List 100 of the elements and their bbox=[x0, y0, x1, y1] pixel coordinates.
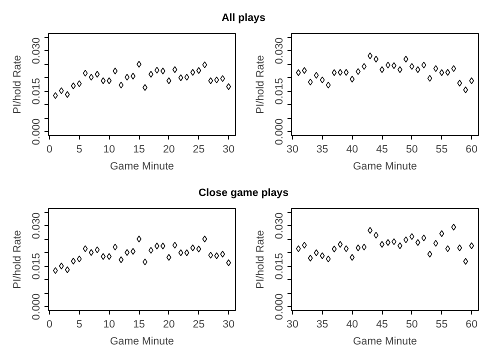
point bbox=[463, 86, 468, 94]
point bbox=[94, 246, 100, 254]
point bbox=[308, 254, 313, 262]
y-axis-title: PI/hold Rate bbox=[254, 55, 266, 114]
point bbox=[94, 70, 100, 78]
point bbox=[76, 80, 82, 88]
x-axis-title: Game Minute bbox=[353, 336, 418, 348]
point bbox=[160, 242, 166, 250]
x-tick-label: 5 bbox=[76, 318, 82, 330]
point bbox=[320, 252, 325, 260]
point bbox=[338, 68, 343, 76]
point bbox=[427, 250, 432, 258]
point bbox=[302, 242, 307, 249]
point bbox=[166, 254, 172, 261]
x-tick-label: 60 bbox=[466, 318, 478, 330]
point bbox=[214, 252, 220, 260]
y-tick-label: 0.030 bbox=[30, 212, 42, 240]
point bbox=[308, 78, 313, 86]
point bbox=[439, 69, 444, 76]
x-tick-label: 55 bbox=[436, 144, 448, 156]
point bbox=[184, 249, 190, 256]
point bbox=[88, 249, 94, 256]
point bbox=[433, 65, 438, 72]
point bbox=[409, 233, 414, 240]
point bbox=[190, 244, 196, 252]
point bbox=[172, 242, 178, 249]
point bbox=[386, 239, 390, 246]
point bbox=[457, 80, 462, 87]
y-tick-label: 0.015 bbox=[30, 78, 42, 105]
point bbox=[439, 230, 444, 237]
x-tick-label: 50 bbox=[406, 318, 418, 330]
point bbox=[178, 249, 184, 256]
point bbox=[106, 77, 112, 84]
y-tick-label: 0.030 bbox=[274, 37, 286, 64]
point bbox=[154, 242, 160, 250]
point bbox=[124, 249, 130, 256]
point bbox=[53, 92, 58, 99]
x-tick-label: 45 bbox=[376, 318, 388, 330]
y-tick-label: 0.000 bbox=[30, 293, 42, 320]
point bbox=[166, 77, 172, 84]
point bbox=[350, 76, 355, 83]
x-tick-label: 40 bbox=[346, 144, 358, 156]
point bbox=[421, 62, 426, 68]
x-tick-label: 10 bbox=[103, 144, 116, 156]
x-tick-label: 15 bbox=[133, 318, 146, 330]
x-axis-title: Game Minute bbox=[110, 160, 174, 172]
chart-title: All plays bbox=[222, 12, 266, 24]
point bbox=[76, 256, 82, 262]
point bbox=[362, 63, 367, 70]
point bbox=[362, 244, 367, 250]
y-tick-label: 0.000 bbox=[274, 293, 286, 320]
point bbox=[386, 62, 390, 68]
point bbox=[100, 77, 106, 84]
point bbox=[427, 74, 432, 82]
x-tick-label: 25 bbox=[192, 318, 205, 330]
point bbox=[64, 266, 70, 274]
point bbox=[415, 66, 420, 74]
x-tick-label: 35 bbox=[316, 318, 328, 330]
x-tick-label: 45 bbox=[376, 144, 388, 156]
x-tick-label: 55 bbox=[436, 318, 448, 330]
point bbox=[314, 72, 319, 79]
point bbox=[208, 252, 214, 259]
point bbox=[202, 61, 208, 68]
point bbox=[82, 70, 88, 77]
point bbox=[403, 236, 408, 244]
x-tick-label: 0 bbox=[46, 318, 52, 330]
point bbox=[314, 249, 319, 256]
x-tick-label: 5 bbox=[76, 144, 82, 156]
y-tick-label: 0.015 bbox=[30, 252, 42, 280]
point bbox=[112, 68, 118, 74]
point bbox=[326, 82, 331, 88]
y-axis-title: PI/hold Rate bbox=[254, 230, 266, 289]
x-tick-label: 50 bbox=[406, 144, 418, 156]
point bbox=[112, 244, 118, 250]
point bbox=[53, 267, 58, 274]
point bbox=[409, 63, 414, 70]
point bbox=[214, 76, 220, 84]
point bbox=[451, 224, 456, 231]
point bbox=[320, 76, 325, 84]
x-tick-label: 30 bbox=[222, 318, 235, 330]
x-axis-title: Game Minute bbox=[353, 160, 418, 172]
point bbox=[64, 91, 70, 98]
x-tick-label: 20 bbox=[162, 318, 175, 330]
point bbox=[82, 245, 88, 252]
point bbox=[88, 74, 94, 81]
y-tick-label: 0.030 bbox=[274, 212, 286, 240]
point bbox=[445, 68, 450, 76]
x-tick-label: 30 bbox=[286, 144, 298, 156]
point bbox=[136, 236, 142, 242]
point bbox=[160, 68, 166, 74]
point bbox=[332, 69, 337, 76]
point bbox=[196, 67, 202, 74]
x-tick-label: 15 bbox=[133, 144, 146, 156]
point bbox=[172, 66, 178, 74]
x-tick-label: 25 bbox=[192, 144, 205, 156]
point bbox=[142, 258, 148, 266]
point bbox=[178, 74, 184, 82]
point bbox=[451, 65, 456, 72]
point bbox=[421, 234, 426, 242]
point bbox=[350, 254, 355, 261]
